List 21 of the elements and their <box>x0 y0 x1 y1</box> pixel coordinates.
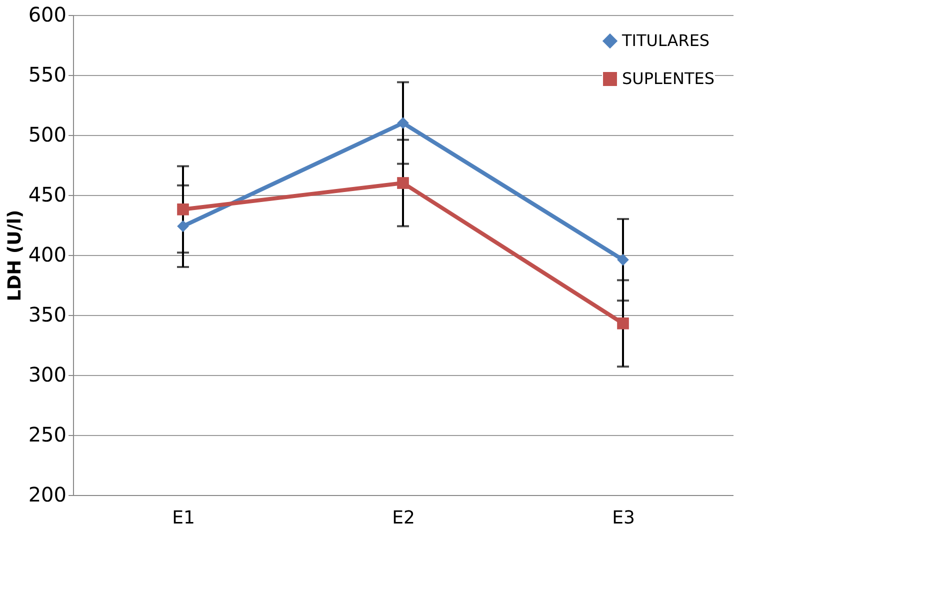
y-tick-label: 350 <box>28 302 66 326</box>
y-tick-label: 250 <box>28 422 66 446</box>
y-tick-label: 550 <box>28 62 66 86</box>
x-tick-label: E1 <box>172 508 195 528</box>
legend-label: SUPLENTES <box>622 69 715 88</box>
point <box>397 117 409 129</box>
point <box>617 254 629 266</box>
point <box>177 203 189 216</box>
point <box>617 317 629 330</box>
y-tick-label: 200 <box>28 482 66 506</box>
y-tick-label: 500 <box>28 122 66 146</box>
y-tick-label: 450 <box>28 182 66 206</box>
point <box>177 220 189 232</box>
legend-label: TITULARES <box>621 31 710 50</box>
x-tick-label: E2 <box>392 508 415 528</box>
point <box>397 177 409 189</box>
x-tick-label: E3 <box>612 508 635 528</box>
y-axis-title: LDH (U/l) <box>4 210 26 302</box>
y-tick-label: 400 <box>28 242 66 266</box>
y-tick-label: 300 <box>28 362 66 386</box>
y-tick-label: 600 <box>28 2 66 26</box>
